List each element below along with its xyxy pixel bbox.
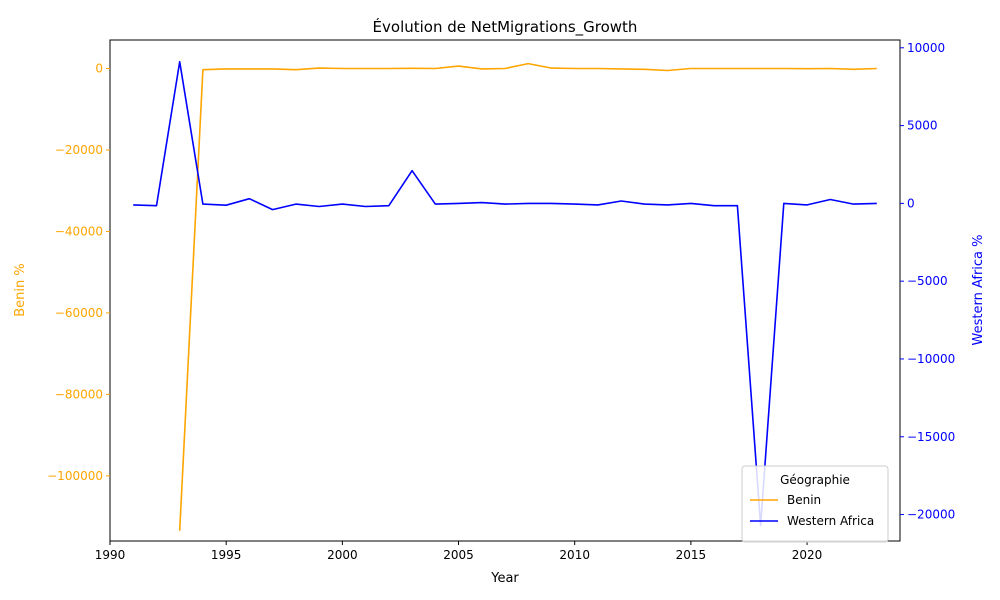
y-right-tick-label: 0 <box>907 196 915 210</box>
x-tick-label: 2020 <box>792 548 823 562</box>
legend-box <box>741 465 889 543</box>
y-left-tick-label: −20000 <box>55 143 103 157</box>
y-right-tick-label: −5000 <box>907 274 948 288</box>
series-line-benin <box>178 62 877 531</box>
y-right-tick-label: 10000 <box>907 41 945 55</box>
y-left-tick-label: 0 <box>95 62 103 76</box>
x-tick-label: 2010 <box>559 548 590 562</box>
legend-items: Benin Western Africa <box>750 493 874 528</box>
x-tick-label: 2005 <box>443 548 474 562</box>
legend: Géographie Benin Western Africa <box>741 465 889 543</box>
chart-title: Évolution de NetMigrations_Growth <box>373 17 638 37</box>
legend-label: Benin <box>787 493 821 507</box>
y-right-tick-label: −10000 <box>907 352 955 366</box>
y-left-tick-label: −80000 <box>55 387 103 401</box>
y-right-tick-label: −15000 <box>907 430 955 444</box>
x-tick-label: 2000 <box>327 548 358 562</box>
series-line-western-africa <box>133 60 877 527</box>
legend-title: Géographie <box>780 473 850 487</box>
legend-label: Western Africa <box>787 514 874 528</box>
y-left-tick-label: −60000 <box>55 306 103 320</box>
y-axis-left-title: Benin % <box>13 263 28 317</box>
series-layer <box>133 60 877 531</box>
y-left-tick-label: −100000 <box>47 469 103 483</box>
y-right-tick-label: −20000 <box>907 508 955 522</box>
x-axis-title: Year <box>490 571 519 586</box>
plot-frame <box>109 39 901 542</box>
x-axis: 1990 1995 2000 2005 2010 2015 2020 <box>95 541 823 562</box>
y-axis-left: 0 −20000 −40000 −60000 −80000 −100000 <box>47 62 110 483</box>
y-left-tick-label: −40000 <box>55 224 103 238</box>
plot-area <box>109 39 901 542</box>
y-axis-right-title: Western Africa % <box>971 234 986 345</box>
y-right-tick-label: 5000 <box>907 119 938 133</box>
x-tick-label: 1990 <box>95 548 126 562</box>
y-axis-right: 10000 5000 0 −5000 −10000 −15000 −20000 <box>900 41 955 522</box>
x-tick-label: 1995 <box>211 548 242 562</box>
x-tick-label: 2015 <box>676 548 707 562</box>
